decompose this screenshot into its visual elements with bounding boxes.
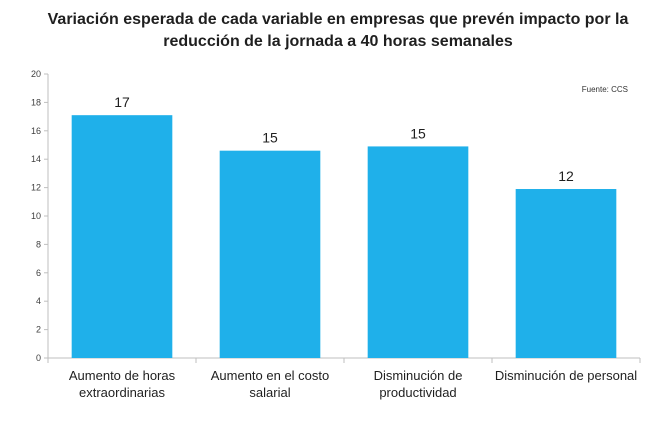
category-label: Aumento de horas extraordinarias <box>69 368 176 400</box>
bar <box>367 146 469 358</box>
data-label: 15 <box>262 130 278 146</box>
y-tick-label: 10 <box>31 211 41 221</box>
bar <box>71 115 173 359</box>
y-tick-label: 2 <box>36 325 41 335</box>
plot-area: 0 2 4 6 8 10 12 14 16 18 20 17 Aumento de horas extra… <box>31 69 641 400</box>
y-tick-label: 18 <box>31 97 41 107</box>
y-tick-label: 0 <box>36 353 41 363</box>
chart-source: Fuente: CCS <box>582 85 628 94</box>
chart-title-line-1: Variación esperada de cada variable en e… <box>48 11 629 28</box>
category-label: Aumento en el costo salarial <box>211 368 330 400</box>
category-label: Disminución de productividad <box>374 368 463 400</box>
y-tick-label: 14 <box>31 154 41 164</box>
chart-title-line-2: reducción de la jornada a 40 horas seman… <box>163 33 513 50</box>
bar <box>219 150 321 358</box>
y-tick-label: 12 <box>31 183 41 193</box>
y-tick-label: 20 <box>31 69 41 79</box>
category-label: Disminución de personal <box>495 368 637 383</box>
data-label: 15 <box>410 125 426 141</box>
y-tick-label: 16 <box>31 126 41 136</box>
y-tick-label: 4 <box>36 296 41 306</box>
data-label: 12 <box>558 168 574 184</box>
y-tick-label: 8 <box>36 239 41 249</box>
bar <box>515 189 617 358</box>
data-label: 17 <box>114 94 130 110</box>
y-tick-label: 6 <box>36 268 41 278</box>
